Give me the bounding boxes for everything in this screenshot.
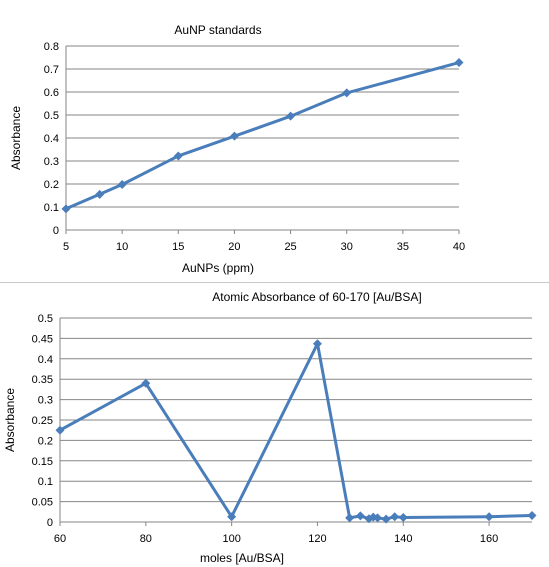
data-point [312,339,322,349]
x-tick-label: 10 [116,241,128,253]
y-axis-title: Absorbance [3,388,17,452]
x-tick-label: 35 [397,241,409,253]
x-tick-label: 5 [63,241,69,253]
y-tick-label: 0.35 [32,374,53,386]
x-axis-title: AuNPs (ppm) [182,261,254,275]
y-tick-label: 0.2 [44,179,59,191]
y-tick-label: 0.8 [44,41,59,53]
data-point [454,58,464,68]
data-point [355,511,365,521]
y-tick-label: 0.45 [32,333,53,345]
y-tick-label: 0.7 [44,64,59,76]
x-tick-label: 140 [394,533,412,545]
x-axis-title: moles [Au/BSA] [200,551,284,565]
x-tick-label: 20 [228,241,240,253]
data-point [173,151,183,161]
series-line [65,61,460,211]
data-point [95,189,105,199]
data-point [227,512,237,522]
data-point [345,513,355,523]
y-tick-label: 0.3 [38,395,53,407]
x-tick-label: 100 [222,533,240,545]
y-tick-label: 0.2 [38,435,53,447]
x-tick-label: 15 [172,241,184,253]
y-tick-label: 0 [53,225,59,237]
series-line [59,342,533,521]
chart-atomic-absorbance-svg: Atomic Absorbance of 60-170 [Au/BSA] mol… [3,290,537,565]
data-point [390,512,400,522]
data-point [141,378,151,388]
chart-title: AuNP standards [174,23,261,37]
chart-divider [0,282,549,283]
y-tick-label: 0.5 [38,313,53,325]
data-point [373,513,383,523]
data-point [484,512,494,522]
x-tick-label: 80 [140,533,152,545]
chart-aunp-standards-svg: AuNP standards AuNPs (ppm) Absorbance 0 0… [9,23,465,275]
data-point [229,131,239,141]
x-tick-label: 25 [284,241,296,253]
data-point [286,111,296,121]
y-tick-label: 0.1 [38,476,53,488]
y-tick-label: 0.3 [44,156,59,168]
x-tick-label: 60 [54,533,66,545]
data-point [527,510,537,520]
x-tick-label: 40 [453,241,465,253]
data-point [55,425,65,435]
y-tick-label: 0.4 [38,354,53,366]
chart-atomic-absorbance: Atomic Absorbance of 60-170 [Au/BSA] mol… [0,283,549,567]
y-tick-label: 0.6 [44,87,59,99]
data-point [117,179,127,189]
y-tick-label: 0.15 [32,456,53,468]
data-point [364,514,374,524]
data-point [342,88,352,98]
chart-title: Atomic Absorbance of 60-170 [Au/BSA] [212,290,421,304]
data-point [381,514,391,524]
data-point [398,513,408,523]
chart-aunp-standards: AuNP standards AuNPs (ppm) Absorbance 0 0… [0,0,549,282]
x-tick-label: 160 [480,533,498,545]
y-tick-label: 0.4 [44,133,59,145]
y-tick-label: 0.5 [44,110,59,122]
y-tick-label: 0.1 [44,202,59,214]
x-tick-label: 120 [308,533,326,545]
y-tick-label: 0 [47,517,53,529]
x-tick-label: 30 [341,241,353,253]
y-tick-label: 0.25 [32,415,53,427]
y-axis-title: Absorbance [9,106,23,170]
y-tick-label: 0.05 [32,497,53,509]
data-point [61,204,71,214]
